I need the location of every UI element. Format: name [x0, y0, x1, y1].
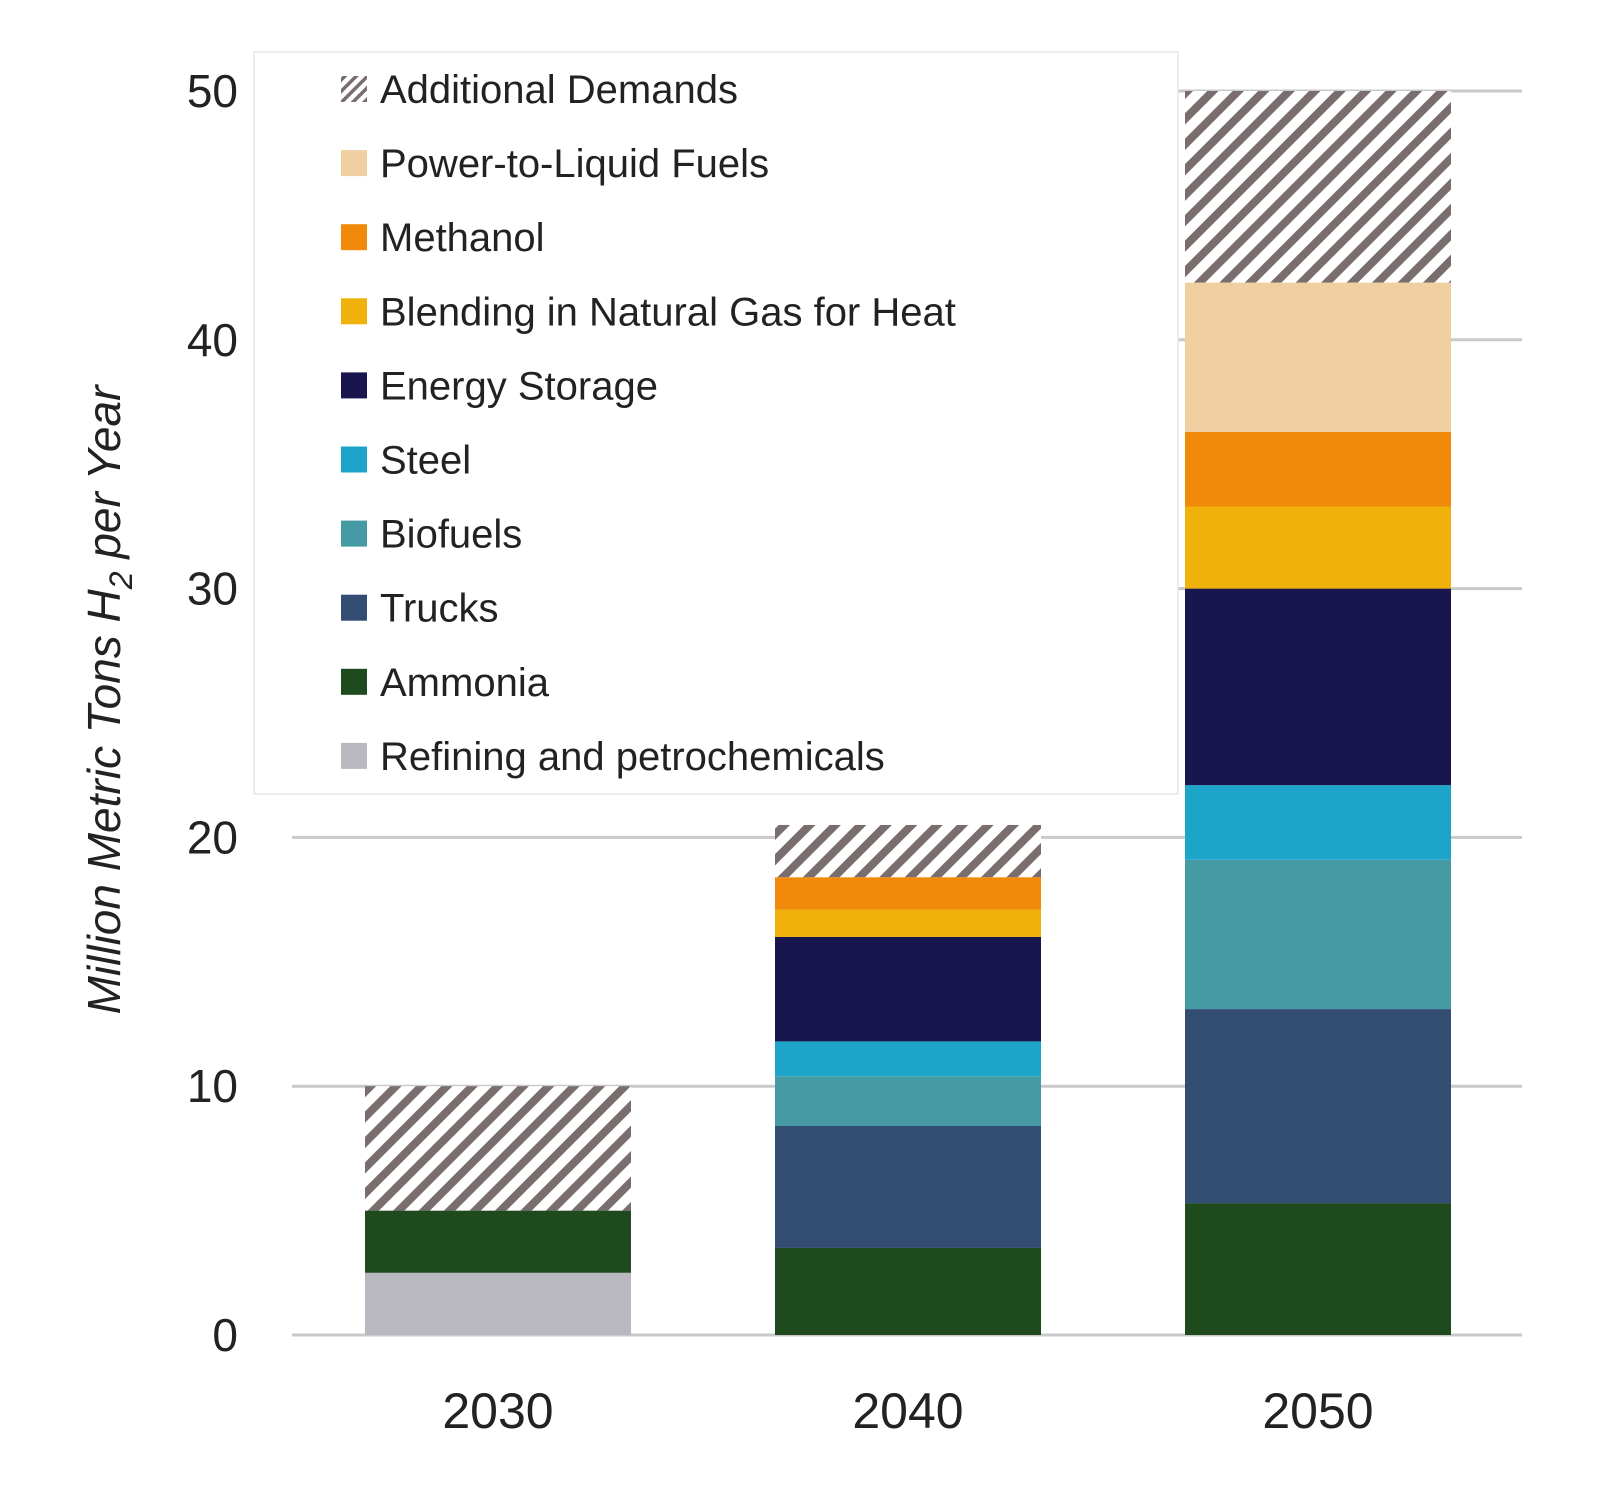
legend-swatch-power-to-liquid-fuels: [341, 150, 367, 177]
bar-2050-ammonia: [1185, 1203, 1451, 1335]
legend-label-biofuels: Biofuels: [380, 513, 522, 557]
legend-swatch-blending-in-natural-gas-for-heat: [341, 298, 367, 325]
y-tick-label-10: 10: [187, 1060, 238, 1112]
bar-2050-power-to-liquid-fuels: [1185, 282, 1451, 432]
y-axis-ticks: 0 10 20 30 40 50: [187, 65, 238, 1361]
legend-swatch-refining-and-petrochemicals: [341, 742, 367, 769]
legend-label-steel: Steel: [380, 439, 471, 483]
legend-label-methanol: Methanol: [380, 216, 545, 260]
bar-2040-steel: [775, 1041, 1041, 1077]
x-category-label-2050: 2050: [1262, 1383, 1373, 1439]
bar-2050-trucks: [1185, 1009, 1451, 1204]
bar-2050-methanol: [1185, 431, 1451, 507]
bar-2040-trucks: [775, 1126, 1041, 1248]
legend-label-blending-in-natural-gas-for-heat: Blending in Natural Gas for Heat: [380, 290, 956, 334]
y-tick-label-20: 20: [187, 811, 238, 863]
legend-swatch-ammonia: [341, 668, 367, 695]
legend: Additional Demands Power-to-Liquid Fuels M…: [253, 51, 1179, 795]
bar-2040-ammonia: [775, 1247, 1041, 1335]
bar-2030-additional-demands: [365, 1086, 631, 1211]
legend-label-additional-demands: Additional Demands: [380, 68, 738, 112]
legend-swatch-trucks: [341, 594, 367, 621]
bar-2040-blending-in-natural-gas-for-heat: [775, 909, 1041, 937]
legend-swatch-steel: [341, 446, 367, 473]
x-category-label-2030: 2030: [442, 1383, 553, 1439]
bar-2040-methanol: [775, 877, 1041, 910]
legend-label-refining-and-petrochemicals: Refining and petrochemicals: [380, 735, 885, 779]
legend-label-power-to-liquid-fuels: Power-to-Liquid Fuels: [380, 142, 769, 186]
legend-swatch-energy-storage: [341, 372, 367, 399]
bar-2040-biofuels: [775, 1076, 1041, 1127]
bar-2050-additional-demands: [1185, 91, 1451, 283]
bar-2050-steel: [1185, 785, 1451, 860]
legend-label-energy-storage: Energy Storage: [380, 364, 658, 408]
bar-2040-additional-demands: [775, 824, 1041, 878]
bar-2050-blending-in-natural-gas-for-heat: [1185, 506, 1451, 589]
bar-2050-biofuels: [1185, 859, 1451, 1010]
bar-2040-energy-storage: [775, 936, 1041, 1042]
bar-2050-energy-storage: [1185, 588, 1451, 786]
bar-2030-refining-and-petrochemicals: [365, 1272, 631, 1335]
x-category-label-2040: 2040: [852, 1383, 963, 1439]
legend-swatch-additional-demands: [341, 76, 367, 102]
bars: [365, 91, 1451, 1335]
bar-2030-ammonia: [365, 1210, 631, 1273]
y-tick-label-50: 50: [187, 65, 238, 117]
y-axis-title: Million Metric Tons H2 per Year: [78, 384, 139, 1015]
y-tick-label-30: 30: [187, 563, 238, 615]
y-tick-label-40: 40: [187, 314, 238, 366]
legend-swatch-methanol: [341, 224, 367, 251]
x-axis-categories: 2030 2040 2050: [442, 1383, 1373, 1439]
legend-label-ammonia: Ammonia: [380, 661, 550, 705]
legend-swatch-biofuels: [341, 520, 367, 547]
legend-box: [253, 51, 1179, 795]
y-tick-label-0: 0: [212, 1309, 238, 1361]
legend-label-trucks: Trucks: [380, 587, 499, 631]
